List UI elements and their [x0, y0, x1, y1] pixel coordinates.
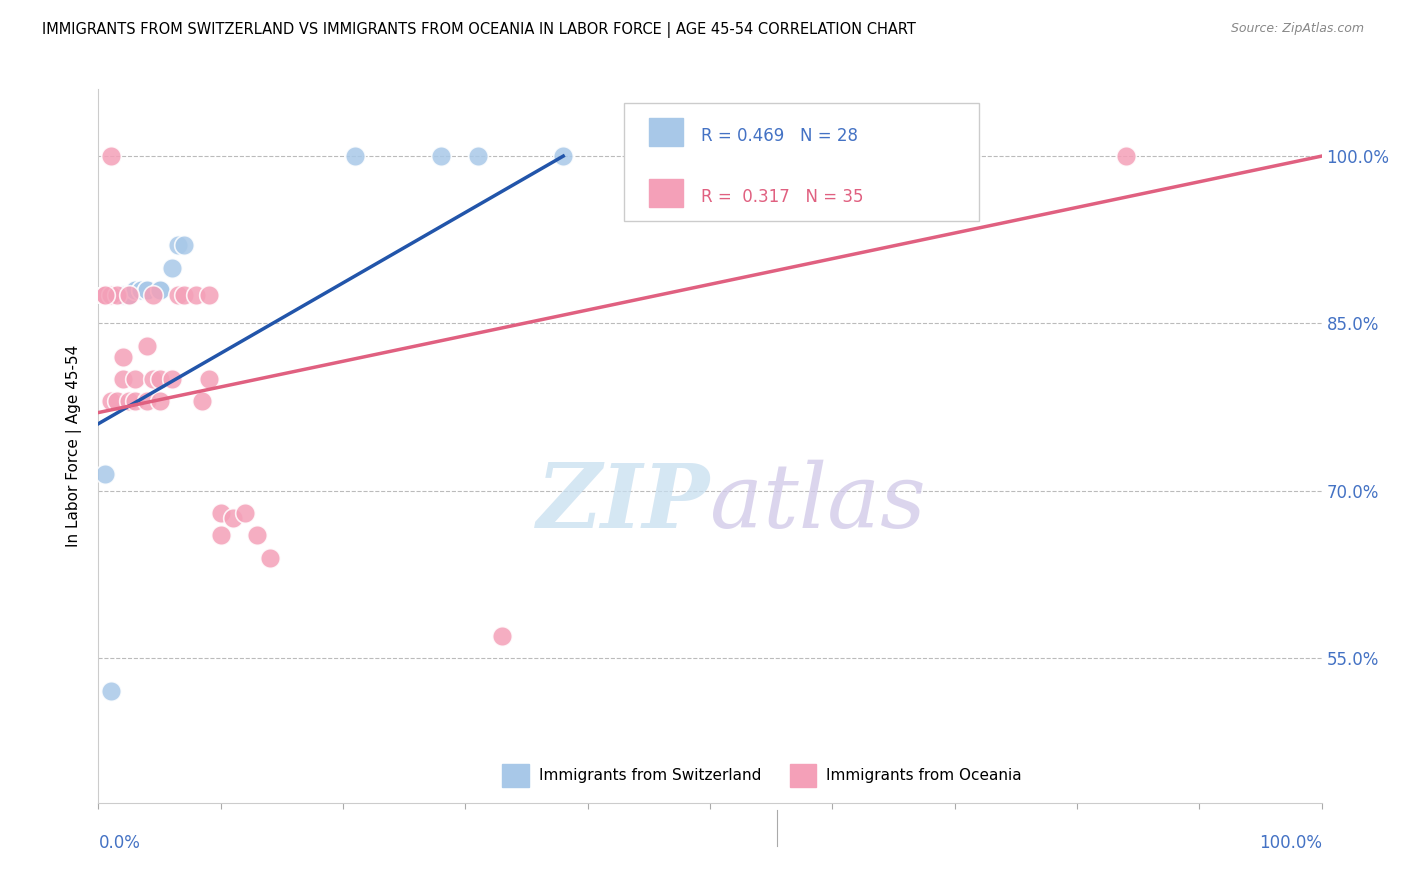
Point	[160, 260, 183, 275]
Text: atlas: atlas	[710, 459, 925, 547]
Point	[100, 288, 122, 302]
Point	[430, 149, 453, 163]
Point	[100, 288, 122, 302]
Point	[1115, 149, 1137, 163]
Point	[553, 149, 575, 163]
Point	[142, 288, 165, 302]
Point	[129, 283, 152, 297]
Point	[259, 550, 281, 565]
Point	[105, 288, 128, 302]
Point	[118, 288, 141, 302]
Point	[136, 283, 159, 297]
Point	[136, 339, 159, 353]
Point	[124, 372, 146, 386]
Point	[173, 238, 195, 252]
Point	[100, 394, 122, 409]
Point	[124, 283, 146, 297]
Point	[105, 394, 128, 409]
FancyBboxPatch shape	[790, 764, 817, 787]
Text: R =  0.317   N = 35: R = 0.317 N = 35	[702, 188, 863, 206]
Point	[222, 511, 245, 525]
Point	[173, 288, 195, 302]
Point	[105, 288, 128, 302]
Point	[149, 394, 172, 409]
Point	[142, 372, 165, 386]
Y-axis label: In Labor Force | Age 45-54: In Labor Force | Age 45-54	[66, 345, 83, 547]
Text: Source: ZipAtlas.com: Source: ZipAtlas.com	[1230, 22, 1364, 36]
Point	[136, 283, 159, 297]
Point	[149, 372, 172, 386]
Point	[149, 283, 172, 297]
Point	[118, 394, 141, 409]
Point	[111, 288, 134, 302]
Point	[124, 394, 146, 409]
Point	[209, 528, 232, 542]
Point	[124, 283, 146, 297]
Point	[93, 467, 115, 481]
FancyBboxPatch shape	[624, 103, 979, 221]
Point	[136, 394, 159, 409]
Point	[93, 288, 115, 302]
Point	[111, 288, 134, 302]
Point	[344, 149, 367, 163]
Point	[209, 506, 232, 520]
Text: IMMIGRANTS FROM SWITZERLAND VS IMMIGRANTS FROM OCEANIA IN LABOR FORCE | AGE 45-5: IMMIGRANTS FROM SWITZERLAND VS IMMIGRANT…	[42, 22, 917, 38]
Point	[111, 350, 134, 364]
FancyBboxPatch shape	[650, 179, 683, 207]
Point	[246, 528, 269, 542]
Point	[118, 288, 141, 302]
Point	[167, 238, 190, 252]
Point	[100, 149, 122, 163]
Point	[100, 288, 122, 302]
Point	[111, 288, 134, 302]
Text: ZIP: ZIP	[537, 460, 710, 546]
Text: Immigrants from Oceania: Immigrants from Oceania	[827, 768, 1022, 783]
Text: R = 0.469   N = 28: R = 0.469 N = 28	[702, 128, 859, 145]
Point	[129, 283, 152, 297]
Text: 100.0%: 100.0%	[1258, 834, 1322, 852]
Text: 0.0%: 0.0%	[98, 834, 141, 852]
FancyBboxPatch shape	[650, 119, 683, 146]
Point	[186, 288, 208, 302]
Point	[197, 372, 219, 386]
Point	[491, 629, 513, 643]
Point	[111, 372, 134, 386]
Point	[93, 288, 115, 302]
Point	[233, 506, 256, 520]
Point	[149, 283, 172, 297]
Point	[105, 288, 128, 302]
Text: Immigrants from Switzerland: Immigrants from Switzerland	[538, 768, 761, 783]
Point	[191, 394, 214, 409]
Point	[93, 288, 115, 302]
Point	[167, 288, 190, 302]
FancyBboxPatch shape	[502, 764, 529, 787]
Point	[197, 288, 219, 302]
Point	[467, 149, 489, 163]
Point	[118, 288, 141, 302]
Point	[160, 372, 183, 386]
Point	[93, 288, 115, 302]
Point	[118, 288, 141, 302]
Point	[100, 684, 122, 698]
